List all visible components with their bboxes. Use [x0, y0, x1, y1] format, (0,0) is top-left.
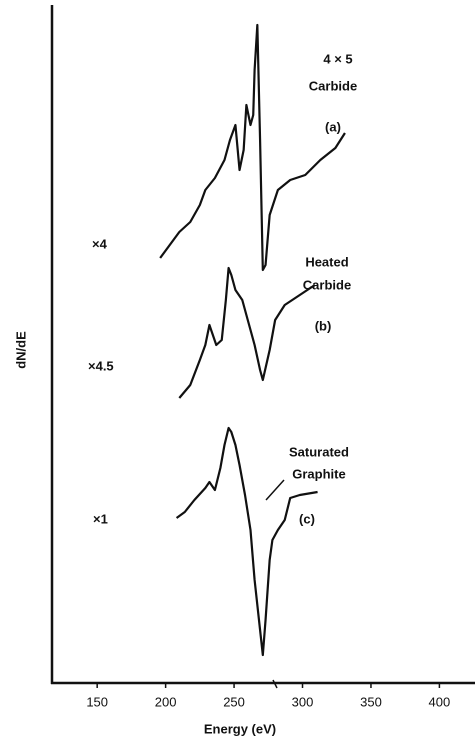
- x-tick-label: 300: [292, 694, 314, 709]
- x-tick-label: 350: [360, 694, 382, 709]
- annotation: 4 × 5: [323, 51, 352, 66]
- annotation: (b): [315, 318, 332, 333]
- annotation: Graphite: [292, 466, 345, 481]
- x-tick-label: 200: [155, 694, 177, 709]
- x-axis-label: Energy (eV): [204, 721, 276, 736]
- spectrum-line: [175, 426, 318, 657]
- x-tick-label: 150: [86, 694, 108, 709]
- spectrum-line: [178, 266, 316, 399]
- pointer: [265, 479, 285, 501]
- spectrum-line: [159, 23, 346, 272]
- annotation: ×4: [92, 236, 108, 251]
- y-axis-label: dN/dE: [13, 331, 28, 369]
- annotation: (a): [325, 119, 341, 134]
- annotation: Carbide: [309, 78, 357, 93]
- annotation: ×4.5: [88, 358, 114, 373]
- annotation: Carbide: [303, 277, 351, 292]
- marker: [272, 679, 278, 689]
- annotation: (c): [299, 511, 315, 526]
- x-tick-label: 400: [429, 694, 451, 709]
- x-tick-label: 250: [223, 694, 245, 709]
- annotation: Saturated: [289, 444, 349, 459]
- annotation: ×1: [93, 511, 108, 526]
- annotation: Heated: [305, 254, 348, 269]
